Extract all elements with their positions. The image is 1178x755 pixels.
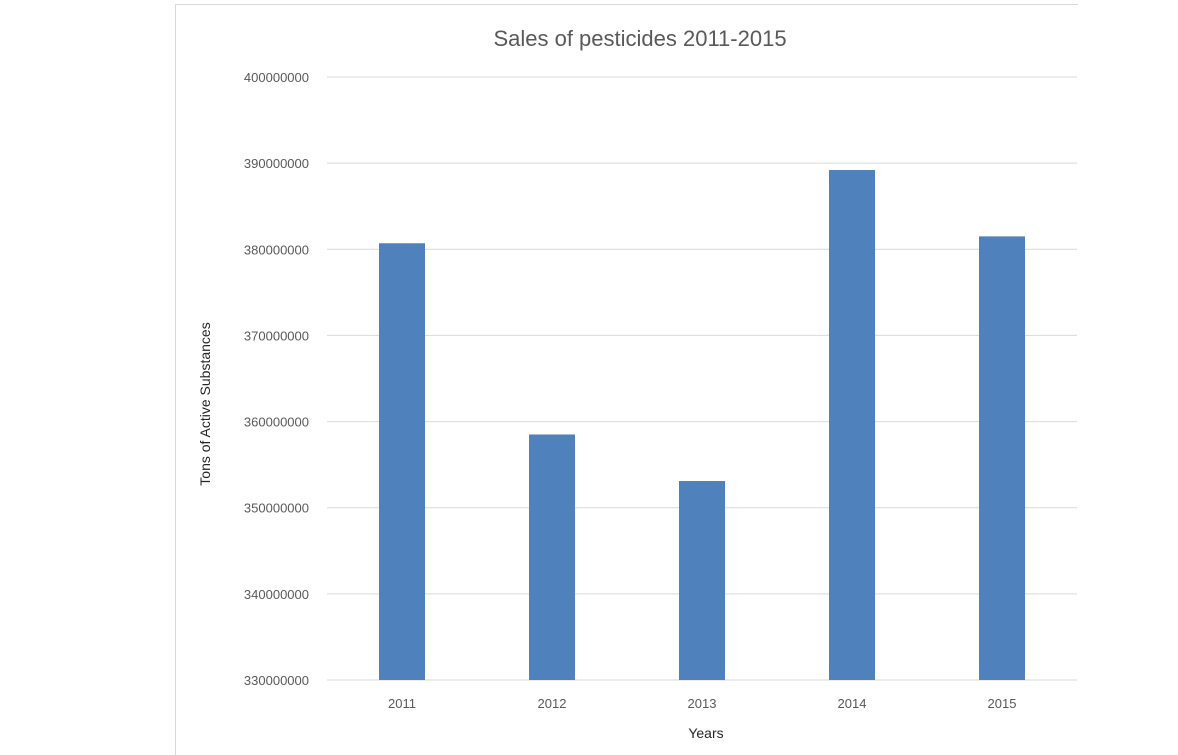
bar-2013 [679,481,725,680]
y-tick-label: 340000000 [244,587,309,602]
y-axis-label: Tons of Active Substances [197,322,213,485]
bar-2011 [379,243,425,680]
y-tick-label: 360000000 [244,415,309,430]
chart-area [175,4,1078,755]
x-tick-label: 2012 [538,696,567,711]
x-tick-label: 2011 [388,696,416,711]
y-axis-ticks: 330000000 340000000 350000000 360000000 3700… [244,70,309,688]
bar-2015 [979,236,1025,680]
chart-title: Sales of pesticides 2011-2015 [493,26,786,51]
bar-2014 [829,170,875,680]
y-tick-label: 380000000 [244,242,309,257]
y-tick-label: 350000000 [244,501,309,516]
x-axis-ticks: 2011 2012 2013 2014 2015 [388,696,1016,711]
bars [379,170,1025,680]
y-tick-label: 370000000 [244,328,309,343]
y-tick-label: 390000000 [244,156,309,171]
x-tick-label: 2015 [988,696,1017,711]
y-tick-label: 330000000 [244,673,309,688]
x-tick-label: 2014 [838,696,867,711]
bar-2012 [529,434,575,680]
x-tick-label: 2013 [688,696,717,711]
x-axis-label: Years [688,725,723,741]
y-tick-label: 400000000 [244,70,309,85]
